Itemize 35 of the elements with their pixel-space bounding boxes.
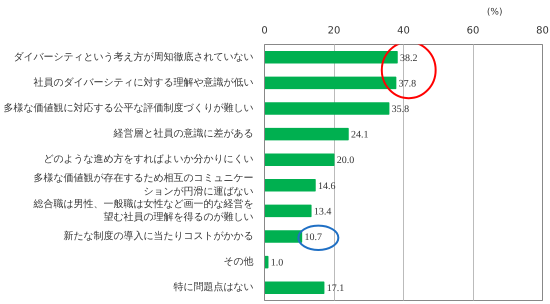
bar <box>264 102 390 115</box>
y-tick-label: 多様な価値観が存在するため相互のコミュニケーションが円滑に運ばない <box>34 172 254 198</box>
x-tick-label: 40 <box>397 26 410 36</box>
data-label: 35.8 <box>392 104 410 115</box>
bar <box>264 281 324 294</box>
y-tick-label: 新たな制度の導入に当たりコストがかかる <box>64 230 254 242</box>
y-tick-label: 経営層と社員の意識に差がある <box>112 128 254 140</box>
data-label: 24.1 <box>351 130 369 141</box>
x-tick-label: 80 <box>536 26 549 36</box>
y-tick-label: 総合職は男性、一般職は女性など画一的な経営を望む社員の理解を得るのが難しい <box>32 198 254 223</box>
data-label: 20.0 <box>336 155 354 166</box>
y-tick-label: その他 <box>224 256 254 268</box>
data-label: 37.8 <box>398 78 416 90</box>
y-tick-label: 社員のダイバーシティに対する理解や意識が低い <box>34 76 254 88</box>
bar <box>264 230 302 243</box>
y-tick-label: どのような進め方をすればよいか分かりにくい <box>44 153 254 166</box>
x-tick-label: 0 <box>261 26 268 36</box>
data-label: 10.7 <box>304 232 322 243</box>
data-label: 38.2 <box>400 52 418 64</box>
y-tick-label: 特に問題点はない <box>174 281 254 294</box>
x-tick-label: 60 <box>466 26 480 36</box>
y-tick-label: ダイバーシティという考え方が周知徹底されていない <box>14 50 254 63</box>
bar <box>264 179 316 192</box>
x-tick-label: 20 <box>328 26 340 36</box>
bar <box>264 76 396 90</box>
data-label: 13.4 <box>314 206 332 218</box>
data-label: 1.0 <box>270 258 284 269</box>
bar <box>264 51 398 64</box>
data-label: 14.6 <box>318 180 336 192</box>
y-tick-label: 多様な価値観に対応する公平な評価制度づくりが難しい <box>4 102 254 114</box>
bar <box>264 128 349 140</box>
bar <box>264 153 334 166</box>
bar <box>264 204 312 218</box>
x-axis-title: (%) <box>486 8 503 18</box>
data-label: 17.1 <box>326 283 344 294</box>
